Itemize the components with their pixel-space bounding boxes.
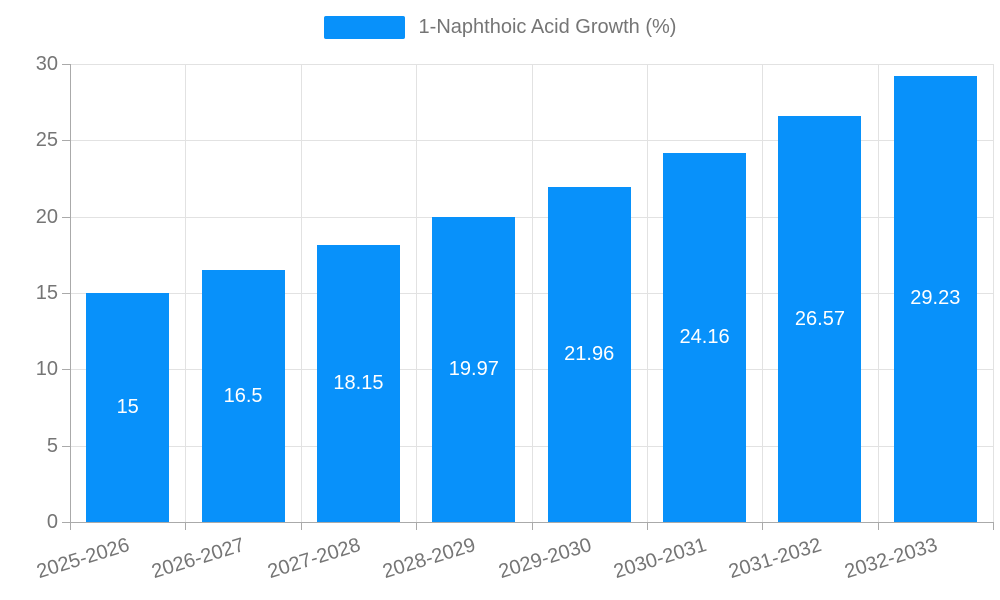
bar-2030-2031[interactable]: 24.16 — [663, 153, 747, 522]
x-axis-category-label: 2029-2030 — [495, 534, 594, 584]
y-axis-tick-label: 25 — [35, 129, 58, 152]
bar-value-label: 29.23 — [910, 287, 961, 310]
legend-item[interactable]: 1-Naphthoic Acid Growth (%) — [0, 16, 1000, 39]
bar-value-label: 15 — [116, 396, 139, 418]
y-axis-tick-label: 0 — [46, 511, 58, 533]
x-axis-line — [70, 522, 993, 523]
v-gridline — [300, 64, 302, 522]
x-axis-category-label: 2028-2029 — [380, 534, 479, 584]
y-axis-tick — [62, 293, 70, 294]
bar-2026-2027[interactable]: 16.5 — [201, 270, 285, 522]
v-gridline — [993, 64, 994, 522]
x-axis-category-label: 2030-2031 — [611, 534, 709, 584]
bar-2028-2029[interactable]: 19.97 — [432, 217, 516, 522]
bar-2031-2032[interactable]: 26.57 — [778, 116, 862, 522]
x-axis-tick — [70, 522, 71, 530]
bar-value-label: 19.97 — [448, 358, 499, 381]
x-axis-tick — [993, 522, 994, 530]
y-axis-tick-label: 5 — [46, 434, 58, 457]
y-axis-tick-label: 10 — [35, 358, 58, 381]
v-gridline — [416, 64, 418, 522]
y-axis-line — [70, 64, 71, 522]
x-axis-tick — [185, 522, 187, 530]
y-axis-tick — [62, 216, 70, 218]
legend-label: 1-Naphthoic Acid Growth (%) — [418, 16, 677, 38]
x-axis-tick — [416, 522, 418, 530]
y-axis-tick — [62, 369, 70, 371]
y-axis-tick-label: 15 — [35, 282, 58, 304]
y-axis-tick — [62, 445, 70, 447]
y-axis-tick-label: 20 — [35, 205, 58, 228]
v-gridline — [646, 64, 648, 522]
bar-value-label: 18.15 — [333, 371, 384, 394]
x-axis-category-label: 2027-2028 — [264, 534, 363, 584]
x-axis-category-label: 2025-2026 — [34, 534, 133, 584]
v-gridline — [762, 64, 764, 522]
bar-value-label: 21.96 — [564, 342, 615, 365]
x-axis-category-label: 2026-2027 — [149, 534, 248, 584]
bar-2029-2030[interactable]: 21.96 — [547, 186, 631, 522]
bar-value-label: 24.16 — [679, 326, 730, 349]
v-gridline — [531, 64, 533, 522]
x-axis-category-label: 2032-2033 — [841, 534, 940, 584]
bar-value-label: 16.5 — [223, 384, 263, 407]
x-axis-tick — [762, 522, 764, 530]
x-axis-tick — [646, 522, 648, 530]
x-axis-tick — [531, 522, 533, 530]
y-axis-tick-label: 30 — [35, 53, 58, 75]
bar-value-label: 26.57 — [794, 307, 845, 330]
x-axis-category-label: 2031-2032 — [726, 534, 825, 584]
bar-2025-2026[interactable]: 15 — [86, 293, 170, 522]
y-axis-tick — [62, 64, 70, 65]
x-axis-tick — [877, 522, 879, 530]
y-axis-tick — [62, 522, 70, 523]
x-axis-tick — [300, 522, 302, 530]
bar-2027-2028[interactable]: 18.15 — [316, 244, 400, 522]
v-gridline — [877, 64, 879, 522]
legend-swatch — [323, 16, 405, 39]
y-axis-tick — [62, 140, 70, 142]
v-gridline — [185, 64, 187, 522]
bar-2032-2033[interactable]: 29.23 — [893, 75, 977, 522]
